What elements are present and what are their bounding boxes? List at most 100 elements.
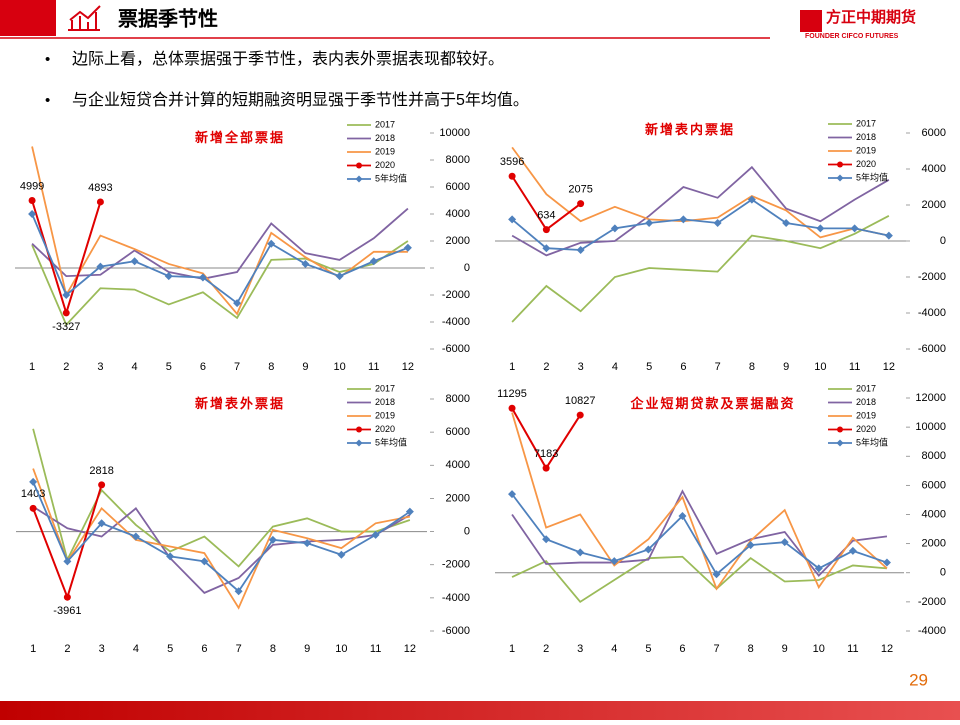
x-tick-label: 4: [611, 643, 617, 655]
footer-bar: [0, 701, 960, 720]
y-tick-label: 8000: [446, 154, 470, 166]
legend-marker: [837, 161, 843, 168]
y-tick-label: 4000: [446, 459, 470, 471]
y-tick-label: -2000: [918, 271, 946, 283]
y-tick-label: 8000: [922, 450, 946, 462]
x-tick-label: 9: [783, 361, 789, 373]
chart-title: 新增全部票据: [195, 130, 285, 145]
x-tick-label: 6: [201, 643, 207, 655]
legend-label: 2019: [375, 410, 395, 420]
point: [200, 557, 209, 566]
x-tick-label: 6: [200, 361, 206, 373]
x-tick-label: 10: [335, 643, 347, 655]
point: [542, 226, 550, 234]
x-tick-label: 3: [97, 361, 103, 373]
point: [63, 557, 72, 566]
x-tick-label: 5: [167, 643, 173, 655]
legend-marker: [355, 175, 363, 183]
logo-mark: [800, 10, 822, 32]
y-tick-label: -4000: [918, 625, 946, 637]
point: [816, 224, 825, 233]
data-label: 634: [537, 209, 555, 221]
point: [267, 239, 276, 248]
bullet-text: 边际上看，总体票据强于季节性，表内表外票据表现都较好。: [72, 50, 504, 68]
data-label: 4999: [20, 180, 44, 192]
bullet-dot: •: [45, 51, 50, 68]
x-tick-label: 11: [849, 361, 860, 373]
point: [166, 552, 175, 561]
point: [130, 257, 139, 266]
point: [645, 219, 654, 227]
point: [508, 490, 517, 499]
y-tick-label: -6000: [442, 625, 470, 637]
legend-marker: [836, 174, 844, 182]
y-tick-label: 0: [940, 235, 946, 247]
y-tick-label: -4000: [442, 316, 470, 328]
data-label: -3961: [53, 605, 81, 617]
y-tick-label: 8000: [446, 393, 470, 405]
data-label: 2818: [89, 465, 113, 477]
legend-marker: [836, 439, 844, 447]
y-tick-label: 0: [940, 567, 946, 579]
x-tick-label: 10: [333, 361, 345, 373]
x-tick-label: 12: [404, 643, 416, 655]
point: [96, 262, 105, 271]
x-tick-label: 2: [543, 361, 549, 373]
legend-label: 2020: [375, 160, 395, 170]
chart-title: 新增表外票据: [195, 396, 285, 411]
point: [62, 309, 70, 317]
data-label: 1403: [21, 488, 45, 500]
point: [850, 224, 859, 233]
legend-label: 2018: [856, 132, 876, 142]
legend-label: 2017: [375, 383, 395, 393]
series-line: [31, 240, 409, 327]
x-tick-label: 11: [368, 361, 379, 373]
x-tick-label: 12: [402, 361, 414, 373]
point: [98, 481, 106, 489]
legend-label: 5年均值: [856, 436, 888, 447]
point: [542, 244, 551, 253]
data-label: 3596: [500, 156, 524, 168]
x-tick-label: 5: [166, 361, 172, 373]
point: [131, 532, 140, 541]
legend-label: 2017: [856, 383, 876, 393]
x-tick-label: 2: [63, 361, 69, 373]
legend-label: 2019: [375, 146, 395, 156]
y-tick-label: 4000: [922, 163, 946, 175]
x-tick-label: 7: [713, 643, 719, 655]
point: [882, 558, 891, 567]
y-tick-label: -6000: [442, 343, 470, 355]
point: [97, 519, 106, 528]
data-label: -3327: [52, 321, 80, 333]
x-tick-label: 12: [883, 361, 895, 373]
legend-marker: [356, 426, 362, 433]
y-tick-label: 0: [464, 525, 470, 537]
x-tick-label: 2: [543, 643, 549, 655]
point: [63, 593, 71, 601]
y-tick-label: 6000: [922, 479, 946, 491]
point: [508, 172, 516, 180]
point: [96, 198, 104, 206]
data-label: 7183: [534, 448, 558, 460]
point: [713, 219, 722, 227]
chart-title: 新增表内票据: [645, 122, 735, 137]
y-tick-label: 2000: [446, 235, 470, 247]
point: [268, 535, 277, 544]
legend-label: 2020: [856, 424, 876, 434]
y-tick-label: 6000: [446, 426, 470, 438]
point: [712, 570, 721, 579]
y-tick-label: 6000: [446, 181, 470, 193]
point: [679, 215, 688, 224]
data-label: 4893: [88, 182, 112, 194]
x-tick-label: 6: [679, 643, 685, 655]
x-tick-label: 11: [847, 643, 858, 655]
header-title: 票据季节性: [118, 6, 218, 30]
point: [746, 541, 755, 550]
y-tick-label: 4000: [446, 208, 470, 220]
legend-label: 2017: [375, 119, 395, 129]
point: [780, 538, 789, 547]
point: [576, 411, 584, 419]
series-line: [511, 165, 890, 257]
x-tick-label: 9: [304, 643, 310, 655]
